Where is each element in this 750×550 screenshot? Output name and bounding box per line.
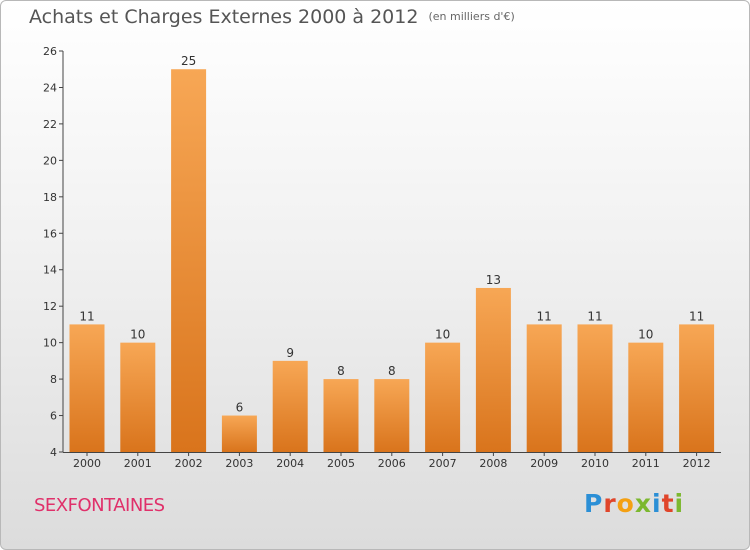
- bar-value-label: 11: [537, 309, 552, 323]
- y-tick-label: 16: [43, 227, 57, 240]
- bar: [221, 415, 257, 452]
- bar-value-label: 25: [181, 54, 196, 68]
- x-tick-label: 2001: [124, 457, 152, 470]
- x-tick-label: 2000: [73, 457, 101, 470]
- bar-value-label: 11: [587, 309, 602, 323]
- bar-value-label: 10: [435, 328, 450, 342]
- chart-title-text: Achats et Charges Externes 2000 à 2012: [29, 6, 419, 28]
- y-tick-label: 24: [43, 81, 57, 94]
- bar: [577, 324, 613, 452]
- logo-letter: P: [584, 489, 604, 518]
- y-tick-label: 26: [43, 45, 57, 58]
- bar-value-label: 11: [689, 309, 704, 323]
- y-tick-label: 4: [50, 446, 57, 459]
- bar: [272, 360, 308, 452]
- chart-axes: 4 6 8 10 12 14 16 18 20 22 24 26: [43, 45, 721, 459]
- location-name: SEXFONTAINES: [34, 495, 165, 516]
- y-tick-label: 6: [50, 410, 57, 423]
- bar: [425, 342, 461, 452]
- bar: [171, 69, 207, 453]
- x-tick-label: 2007: [429, 457, 457, 470]
- y-tick-label: 22: [43, 118, 57, 131]
- x-tick-label: 2010: [581, 457, 609, 470]
- y-tick-label: 18: [43, 191, 57, 204]
- x-tick-label: 2005: [327, 457, 355, 470]
- bar: [679, 324, 715, 452]
- chart-labels: 11 2000 10 2001 25 2002 6 2003 9 2004 8 2005 8 2006 10…: [73, 54, 711, 470]
- bar: [69, 324, 105, 452]
- logo-letter: o: [616, 489, 635, 518]
- chart-bars: [69, 69, 715, 453]
- logo-letter: x: [634, 489, 652, 518]
- x-tick-label: 2009: [530, 457, 558, 470]
- logo-letter: t: [661, 489, 675, 518]
- logo-letter: i: [652, 489, 662, 518]
- bar-value-label: 10: [638, 328, 653, 342]
- x-tick-label: 2002: [175, 457, 203, 470]
- x-tick-label: 2008: [479, 457, 507, 470]
- x-tick-label: 2012: [683, 457, 711, 470]
- x-tick-label: 2006: [378, 457, 406, 470]
- chart-unit-note: (en milliers d'€): [428, 10, 515, 23]
- x-tick-label: 2011: [632, 457, 660, 470]
- bar: [374, 379, 410, 452]
- bar: [475, 287, 511, 452]
- bar-value-label: 11: [79, 309, 94, 323]
- bar: [526, 324, 562, 452]
- x-tick-label: 2003: [225, 457, 253, 470]
- bar: [120, 342, 156, 452]
- bar-value-label: 8: [388, 364, 396, 378]
- bar: [323, 379, 359, 452]
- chart-title: Achats et Charges Externes 2000 à 2012 (e…: [29, 6, 515, 28]
- bar-value-label: 8: [337, 364, 345, 378]
- logo-letter: r: [603, 489, 617, 518]
- y-tick-label: 10: [43, 337, 57, 350]
- proxiti-logo: Proxiti: [584, 489, 684, 518]
- bar-value-label: 10: [130, 328, 145, 342]
- x-tick-label: 2004: [276, 457, 304, 470]
- y-tick-label: 8: [50, 373, 57, 386]
- y-tick-label: 12: [43, 300, 57, 313]
- bar: [628, 342, 664, 452]
- bar-value-label: 6: [236, 401, 244, 415]
- bar-value-label: 13: [486, 273, 501, 287]
- y-tick-label: 20: [43, 154, 57, 167]
- bar-value-label: 9: [286, 346, 294, 360]
- y-tick-label: 14: [43, 264, 57, 277]
- logo-letter: i: [674, 489, 685, 518]
